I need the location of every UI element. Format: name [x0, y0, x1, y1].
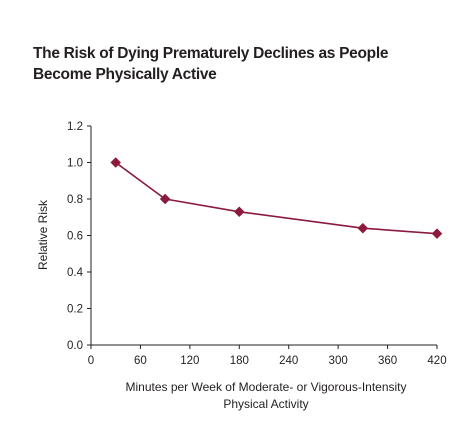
x-tick-label: 0	[88, 355, 94, 367]
tick-marks: 0.0 0.2 0.4 0.6 0.8 1.0 1.2 0 60 120 180 240 300 360 4…	[67, 121, 447, 367]
x-axis-label-line-1: Minutes per Week of Moderate- or Vigorou…	[125, 380, 406, 394]
x-tick-label: 60	[134, 355, 147, 367]
data-point-marker	[233, 206, 245, 218]
y-tick-label: 0.6	[67, 231, 83, 243]
y-tick-label: 0.8	[67, 194, 83, 206]
x-tick-label: 360	[378, 355, 397, 367]
y-tick-label: 1.2	[67, 121, 83, 133]
y-tick-label: 1.0	[67, 158, 83, 170]
data-point-marker	[431, 228, 443, 240]
x-tick-label: 300	[329, 355, 348, 367]
chart-title-line-1: The Risk of Dying Prematurely Declines a…	[33, 45, 389, 62]
x-axis-label-line-2: Physical Activity	[223, 397, 308, 411]
chart-title: The Risk of Dying Prematurely Declines a…	[33, 43, 453, 85]
axes	[90, 126, 437, 346]
y-tick-label: 0.2	[67, 304, 83, 316]
x-tick-label: 120	[180, 355, 199, 367]
y-tick-label: 0.4	[67, 267, 84, 279]
data-point-marker	[159, 193, 171, 205]
y-tick-label: 0.0	[67, 340, 83, 352]
data-point-marker	[110, 157, 122, 168]
data-point-marker	[357, 222, 369, 234]
x-tick-label: 180	[230, 355, 249, 367]
y-axis-label: Relative Risk	[36, 199, 50, 270]
chart-title-line-2: Become Physically Active	[33, 66, 217, 83]
series-layer	[110, 157, 443, 240]
x-tick-label: 420	[427, 355, 446, 367]
x-tick-label: 240	[279, 355, 298, 367]
